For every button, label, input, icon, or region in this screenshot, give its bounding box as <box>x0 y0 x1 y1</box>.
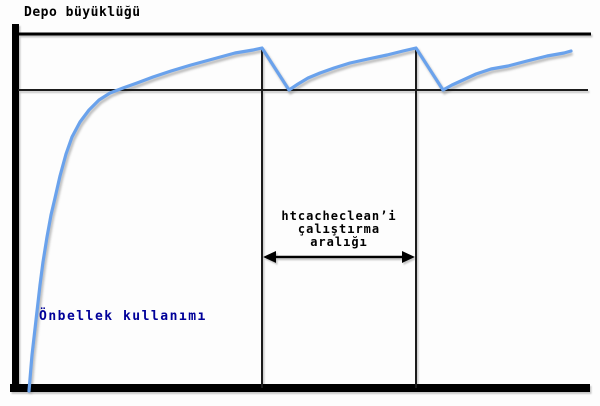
interval-annotation-line1: htcacheclean’i <box>281 209 397 223</box>
chart-title: Depo büyüklüğü <box>24 5 141 20</box>
interval-arrow-head-right <box>402 251 415 263</box>
interval-annotation: htcacheclean’i çalıştırma aralığı <box>261 210 417 249</box>
interval-annotation-line3: aralığı <box>310 235 368 249</box>
interval-double-arrow-icon <box>263 251 415 263</box>
cache-usage-curve <box>27 46 573 393</box>
interval-annotation-line2: çalıştırma <box>297 222 381 236</box>
cache-usage-label: Önbellek kullanımı <box>39 309 207 324</box>
interval-arrow-head-left <box>263 251 276 263</box>
y-axis <box>12 24 19 392</box>
cache-usage-curve-shadow <box>28 48 574 394</box>
x-axis <box>10 384 590 392</box>
